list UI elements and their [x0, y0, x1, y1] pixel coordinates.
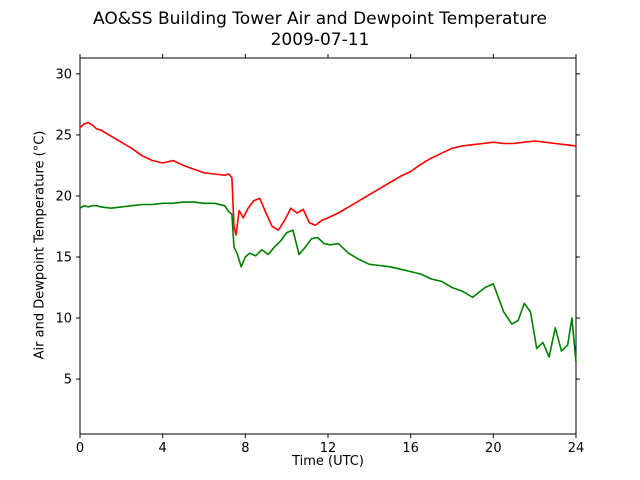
y-tick-label: 25: [55, 128, 72, 143]
y-tick-label: 5: [64, 373, 72, 388]
chart-title: AO&SS Building Tower Air and Dewpoint Te…: [92, 9, 547, 29]
y-axis-ticks: 5 10 15 20 25 30: [55, 67, 580, 388]
x-tick-label: 24: [568, 441, 585, 456]
y-tick-label: 15: [55, 250, 72, 265]
y-axis-label: Air and Dewpoint Temperature (°C): [32, 130, 48, 360]
y-tick-label: 10: [55, 312, 72, 327]
x-tick-label: 20: [485, 441, 502, 456]
x-tick-label: 0: [76, 441, 84, 456]
y-tick-label: 30: [55, 67, 72, 82]
x-tick-label: 16: [402, 441, 419, 456]
plot-frame: [79, 57, 577, 435]
x-axis-label: Time (UTC): [292, 454, 364, 469]
chart-subtitle: 2009-07-11: [270, 30, 370, 50]
air-temperature-line: [79, 121, 577, 236]
y-tick-label: 20: [55, 189, 72, 204]
x-tick-label: 4: [159, 441, 167, 456]
x-tick-label: 8: [241, 441, 249, 456]
x-tick-label: 12: [320, 441, 337, 456]
x-axis-ticks: 0 4 8 12 16 20 24: [76, 54, 584, 456]
dewpoint-temperature-line: [79, 201, 577, 363]
series-layer: [79, 121, 577, 363]
